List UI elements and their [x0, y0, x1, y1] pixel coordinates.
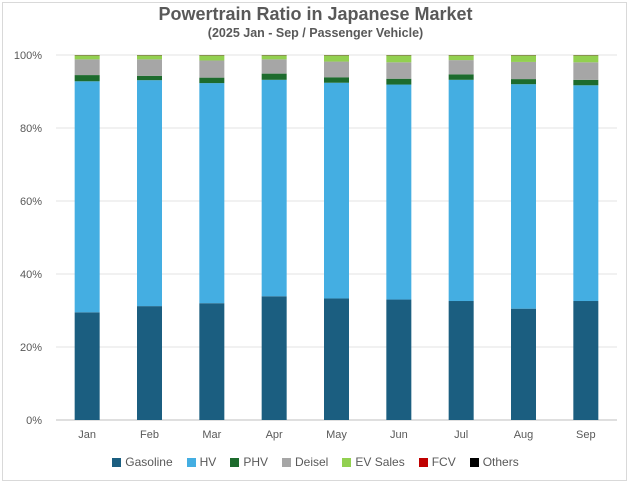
bar-segment-ev-sales	[511, 55, 536, 62]
bar-segment-ev-sales	[199, 55, 225, 61]
x-tick-label: Aug	[514, 429, 534, 441]
bar-segment-deisel	[261, 59, 287, 74]
legend-swatch	[282, 457, 291, 467]
legend-swatch	[186, 457, 196, 467]
bar-segment-phv	[261, 73, 287, 80]
bar-segment-phv	[573, 79, 599, 86]
legend-label: PHV	[243, 455, 268, 469]
bar-segment-phv	[511, 79, 536, 85]
bar-segment-hv	[261, 79, 287, 297]
bar-segment-ev-sales	[386, 55, 412, 63]
legend-swatch	[112, 457, 122, 467]
legend-item-gasoline: Gasoline	[112, 455, 173, 469]
legend-swatch	[469, 457, 479, 467]
legend-swatch	[418, 457, 428, 467]
legend-item-hv: HV	[186, 455, 217, 469]
bar-segment-phv	[137, 75, 162, 81]
x-tick-label: Feb	[140, 429, 159, 441]
bar-segment-ev-sales	[137, 55, 162, 60]
legend-item-ev-sales: EV Sales	[342, 455, 405, 469]
bar-segment-hv	[199, 83, 225, 304]
x-tick-label: Jun	[390, 429, 408, 441]
legend-label: EV Sales	[355, 455, 405, 469]
bar-segment-ev-sales	[573, 55, 599, 63]
chart-legend: Gasoline HV PHV Deisel EV Sales FCV Others	[0, 455, 631, 469]
x-tick-label: Jan	[78, 429, 96, 441]
bar-segment-ev-sales	[261, 55, 287, 60]
chart-subtitle: (2025 Jan - Sep / Passenger Vehicle)	[207, 26, 424, 40]
bar-segment-deisel	[386, 62, 412, 79]
y-tick-label: 20%	[20, 342, 42, 354]
bar-segment-hv	[511, 84, 536, 309]
bar-segment-gasoline	[448, 301, 474, 420]
x-tick-label: Mar	[202, 429, 221, 441]
legend-item-phv: PHV	[230, 455, 268, 469]
legend-item-deisel: Deisel	[282, 455, 328, 469]
legend-swatch	[230, 457, 240, 467]
legend-label: Deisel	[295, 455, 329, 469]
legend-label: Gasoline	[125, 455, 173, 469]
bar-segment-deisel	[573, 62, 599, 80]
bar-segment-hv	[324, 82, 349, 299]
bar-segment-hv	[573, 85, 599, 302]
bar-segment-gasoline	[511, 308, 536, 420]
legend-label: HV	[199, 455, 217, 469]
bar-segment-gasoline	[74, 312, 100, 420]
bar-segment-gasoline	[573, 301, 599, 420]
bar-segment-phv	[386, 78, 412, 85]
legend-item-fcv: FCV	[418, 455, 456, 469]
bar-segment-ev-sales	[74, 55, 100, 60]
bar-segment-phv	[324, 77, 349, 83]
bar-segment-gasoline	[324, 298, 349, 420]
x-tick-label: Sep	[576, 429, 596, 441]
legend-label: FCV	[431, 455, 456, 469]
bar-segment-hv	[74, 81, 100, 313]
legend-label: Others	[482, 455, 519, 469]
y-tick-label: 60%	[20, 196, 42, 208]
bar-segment-gasoline	[137, 306, 162, 420]
y-tick-label: 100%	[14, 50, 42, 62]
bar-segment-deisel	[199, 60, 225, 78]
bar-segment-deisel	[74, 59, 100, 76]
bar-segment-ev-sales	[448, 55, 474, 61]
x-tick-label: May	[326, 429, 347, 441]
chart-title: Powertrain Ratio in Japanese Market	[158, 4, 473, 24]
legend-item-others: Others	[469, 455, 519, 469]
x-tick-label: Apr	[266, 429, 283, 441]
y-tick-label: 0%	[26, 415, 42, 427]
bar-segment-hv	[448, 79, 474, 302]
y-tick-label: 40%	[20, 269, 42, 281]
bar-segment-hv	[386, 84, 412, 300]
bar-segment-phv	[448, 74, 474, 80]
bar-segment-phv	[74, 75, 100, 82]
bar-segment-deisel	[511, 61, 536, 80]
bar-segment-deisel	[324, 61, 349, 78]
legend-swatch	[342, 457, 352, 467]
bar-segment-gasoline	[199, 303, 225, 420]
bar-segment-gasoline	[261, 296, 287, 420]
bar-segment-deisel	[448, 60, 474, 75]
bar-segment-ev-sales	[324, 55, 349, 62]
bar-segment-phv	[199, 77, 225, 84]
x-tick-label: Jul	[454, 429, 468, 441]
bar-segment-hv	[137, 80, 162, 307]
bar-segment-gasoline	[386, 299, 412, 420]
y-tick-label: 80%	[20, 123, 42, 135]
bar-segment-deisel	[137, 59, 162, 76]
